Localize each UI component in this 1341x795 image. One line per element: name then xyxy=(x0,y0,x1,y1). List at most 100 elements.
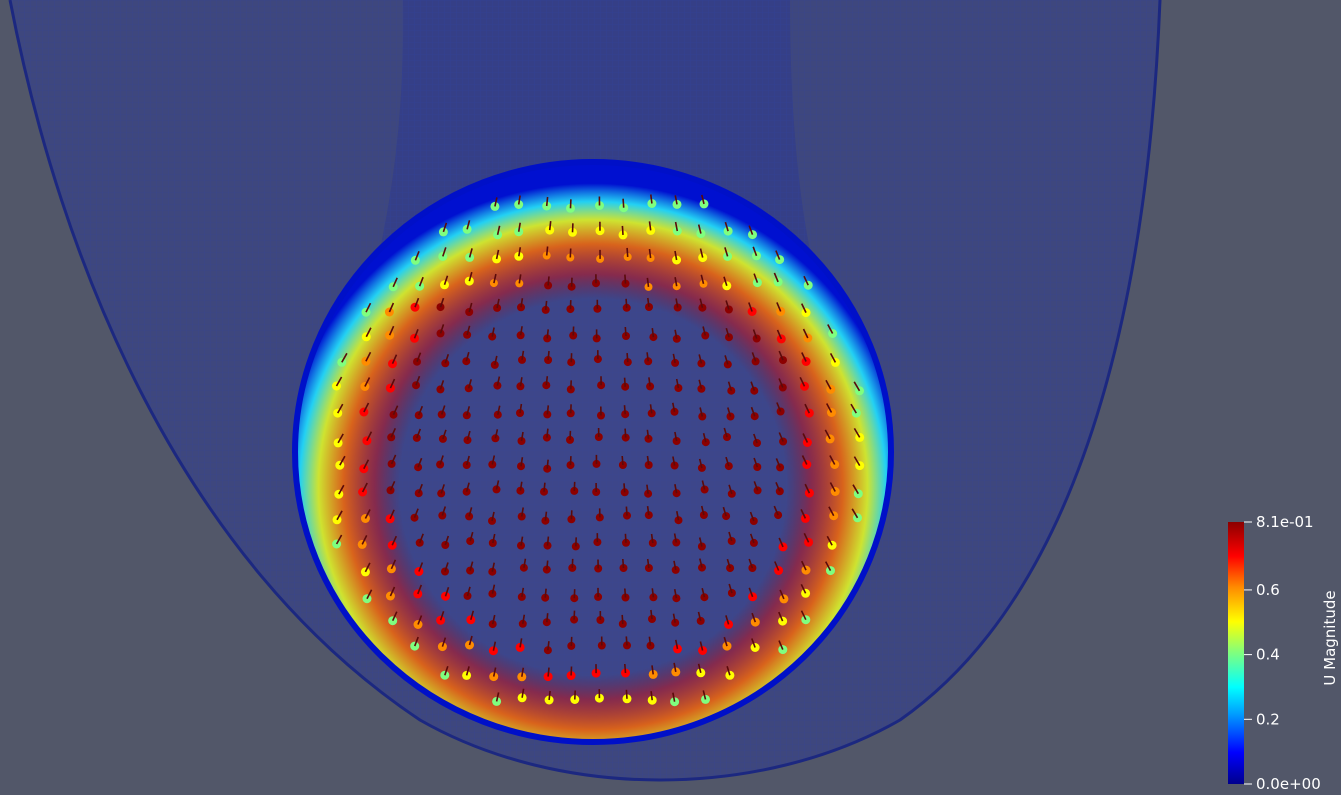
vector-glyph-stem xyxy=(366,431,373,442)
vector-glyph-stem xyxy=(391,535,398,546)
vector-glyph-stem xyxy=(800,509,807,519)
vector-glyph-stem xyxy=(674,250,678,261)
vector-glyph-stem xyxy=(778,611,784,622)
vector-glyph-stem xyxy=(676,511,680,521)
vector-glyph-stem xyxy=(520,298,524,308)
vector-glyph-stem xyxy=(361,535,368,545)
vector-glyph-stem xyxy=(439,611,445,621)
vector-glyph-stem xyxy=(646,352,649,362)
vector-glyph-stem xyxy=(829,455,836,465)
vector-glyph-stem xyxy=(543,482,546,492)
vector-glyph-stem xyxy=(520,536,524,546)
vector-glyph-stem xyxy=(753,433,758,444)
vector-glyph-stem xyxy=(494,197,498,207)
vector-glyph-stem xyxy=(853,381,861,392)
vector-glyph-stem xyxy=(748,225,754,235)
vector-glyph-stem xyxy=(491,614,496,625)
vector-glyph-stem xyxy=(521,688,525,698)
vector-glyph-stem xyxy=(804,403,811,414)
vector-glyph-stem xyxy=(800,303,807,313)
vector-glyph-stem xyxy=(413,636,419,647)
vector-glyph-stem xyxy=(441,506,447,516)
vector-glyph-stem xyxy=(752,246,758,257)
vector-glyph-stem xyxy=(625,689,628,699)
vector-glyph-stem xyxy=(335,376,343,387)
vector-glyph-stem xyxy=(728,531,733,542)
vector-glyph-stem xyxy=(726,666,731,676)
vector-glyph-stem xyxy=(392,405,399,416)
vector-glyph-stem xyxy=(469,561,474,571)
vector-glyph-stem xyxy=(648,636,652,646)
vector-glyph-stem xyxy=(728,583,733,594)
vector-glyph-stem xyxy=(416,428,422,439)
vector-glyph-stem xyxy=(365,351,372,362)
vector-glyph-stem xyxy=(825,379,832,390)
vector-glyph-stem xyxy=(545,196,549,207)
vector-glyph-stem xyxy=(544,588,547,598)
vector-glyph-stem xyxy=(773,505,779,516)
vector-glyph-stem xyxy=(389,378,396,389)
vector-glyph-stem xyxy=(545,376,549,386)
vector-glyph-stem xyxy=(546,459,549,469)
vector-glyph-stem xyxy=(649,404,653,414)
vector-glyph-stem xyxy=(363,459,370,470)
vector-glyph-stem xyxy=(648,377,651,387)
vector-glyph-stem xyxy=(416,352,422,362)
vector-glyph-stem xyxy=(336,510,343,521)
vector-glyph-stem xyxy=(775,250,781,260)
vector-glyph-stem xyxy=(651,328,655,338)
vector-glyph-stem xyxy=(361,482,368,493)
vector-glyph-stem xyxy=(750,381,756,391)
vector-glyph-stem xyxy=(698,379,703,389)
vector-glyph-stem xyxy=(624,428,627,438)
vector-glyph-stem xyxy=(546,428,549,438)
vector-glyph-stem xyxy=(466,430,471,441)
vector-glyph-stem xyxy=(495,480,500,490)
vector-glyph-stem xyxy=(625,298,628,308)
vector-glyph-stem xyxy=(674,221,679,232)
vector-glyph-stem xyxy=(701,194,705,205)
vector-glyph-stem xyxy=(337,433,344,444)
vector-glyph-stem xyxy=(752,329,758,339)
vector-glyph-stem xyxy=(626,247,629,257)
vector-glyph-stem xyxy=(675,639,679,650)
vector-glyph-stem xyxy=(496,376,501,386)
vector-glyph-stem xyxy=(442,247,447,257)
vector-glyph-stem xyxy=(364,377,371,387)
vector-glyph-stem xyxy=(799,376,806,387)
vector-glyph-stem xyxy=(698,537,703,547)
vector-glyph-stem xyxy=(338,484,345,495)
vector-glyph-stem xyxy=(418,562,424,572)
vector-glyph-stem xyxy=(468,507,473,517)
vector-glyph-stem xyxy=(625,636,628,646)
vector-glyph-stem xyxy=(621,225,624,235)
vector-glyph-stem xyxy=(773,272,779,283)
vector-glyph-stem xyxy=(390,559,397,570)
vector-glyph-stem xyxy=(778,350,784,361)
vector-glyph-stem xyxy=(391,354,398,365)
vector-glyph-stem xyxy=(827,324,834,334)
vector-glyph-stem xyxy=(335,534,343,545)
vector-glyph-stem xyxy=(800,610,807,621)
vector-glyph-stem xyxy=(520,507,524,517)
vector-glyph-stem xyxy=(699,407,704,417)
vector-glyph-stem xyxy=(497,405,501,415)
vector-glyph-stem xyxy=(778,640,784,650)
vector-glyph-stem xyxy=(624,326,627,337)
vector-glyph-stem xyxy=(444,665,449,676)
vector-glyph-stem xyxy=(443,275,449,286)
vector-glyph-stem xyxy=(824,561,832,571)
outer-shell-edge xyxy=(8,0,1162,782)
vector-glyph-stem xyxy=(466,325,471,336)
vector-glyph-stem xyxy=(491,584,496,594)
vector-glyph-stem xyxy=(701,480,706,490)
vector-glyph-stem xyxy=(675,298,679,308)
vector-glyph-stem xyxy=(702,690,707,700)
vector-glyph-stem xyxy=(444,535,450,546)
vector-glyph-stem xyxy=(621,455,624,466)
vector-glyph-stem xyxy=(672,456,676,466)
vector-glyph-stem xyxy=(470,610,475,621)
vector-glyph-stem xyxy=(439,297,445,308)
